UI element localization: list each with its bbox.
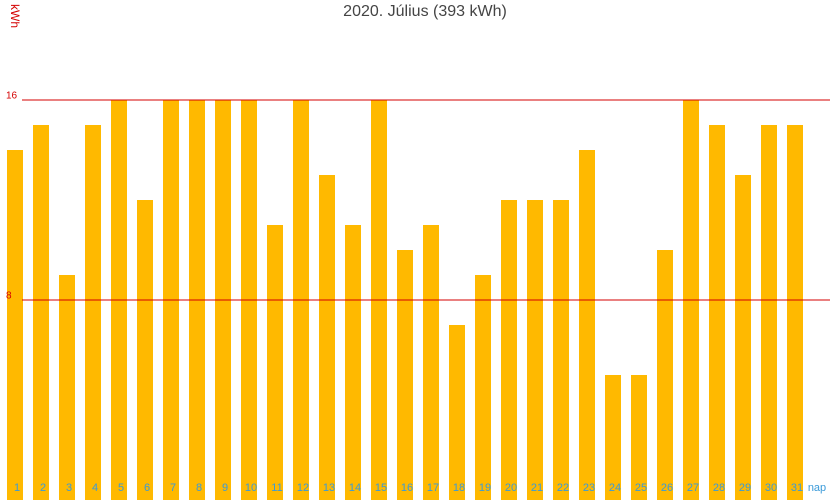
x-tick-label: 2 xyxy=(40,482,46,494)
x-tick-label: 21 xyxy=(531,482,543,494)
x-tick-label: 11 xyxy=(271,482,282,494)
x-tick-label: 10 xyxy=(245,482,257,494)
bar xyxy=(735,175,751,500)
x-tick-label: 20 xyxy=(505,482,517,494)
bar xyxy=(579,150,595,500)
x-tick-label: 28 xyxy=(713,482,725,494)
x-tick-label: 22 xyxy=(557,482,569,494)
bar xyxy=(345,225,361,500)
x-tick-label: 1 xyxy=(14,482,20,494)
x-tick-label: 15 xyxy=(375,482,387,494)
bar xyxy=(397,250,413,500)
bar xyxy=(605,375,621,500)
x-tick-label: 12 xyxy=(297,482,309,494)
bar xyxy=(761,125,777,500)
bar xyxy=(475,275,491,500)
bar xyxy=(501,200,517,500)
x-tick-label: 9 xyxy=(222,482,228,494)
bar xyxy=(631,375,647,500)
x-tick-label: 24 xyxy=(609,482,621,494)
chart-title: 2020. Július (393 kWh) xyxy=(343,3,507,20)
x-tick-label: 16 xyxy=(401,482,413,494)
bar xyxy=(657,250,673,500)
x-tick-label: 8 xyxy=(196,482,202,494)
bar xyxy=(33,125,49,500)
bar xyxy=(787,125,803,500)
bar xyxy=(423,225,439,500)
x-tick-label: 31 xyxy=(791,482,803,494)
bar xyxy=(553,200,569,500)
bar xyxy=(85,125,101,500)
x-tick-label: 30 xyxy=(765,482,777,494)
bar xyxy=(7,150,23,500)
bar xyxy=(137,200,153,500)
x-tick-label: 25 xyxy=(635,482,647,494)
bar xyxy=(59,275,75,500)
bar xyxy=(709,125,725,500)
bar xyxy=(267,225,283,500)
x-tick-label: 14 xyxy=(349,482,361,494)
bar xyxy=(449,325,465,500)
x-tick-label: 23 xyxy=(583,482,595,494)
y-tick-label: 16 xyxy=(6,91,18,102)
x-tick-label: 29 xyxy=(739,482,751,494)
bar xyxy=(527,200,543,500)
y-tick-label: 8 xyxy=(6,291,12,302)
x-tick-label: 5 xyxy=(118,482,124,494)
bar xyxy=(319,175,335,500)
x-tick-label: 3 xyxy=(66,482,72,494)
x-tick-label: 27 xyxy=(687,482,699,494)
x-tick-label: 6 xyxy=(144,482,150,494)
x-tick-label: 13 xyxy=(323,482,335,494)
x-tick-label: 17 xyxy=(427,482,439,494)
x-axis-label: nap xyxy=(808,482,826,494)
x-tick-label: 26 xyxy=(661,482,673,494)
x-tick-label: 18 xyxy=(453,482,465,494)
x-tick-label: 19 xyxy=(479,482,491,494)
x-tick-label: 7 xyxy=(170,482,176,494)
x-tick-label: 4 xyxy=(92,482,98,494)
y-axis-label: kWh xyxy=(8,4,22,28)
